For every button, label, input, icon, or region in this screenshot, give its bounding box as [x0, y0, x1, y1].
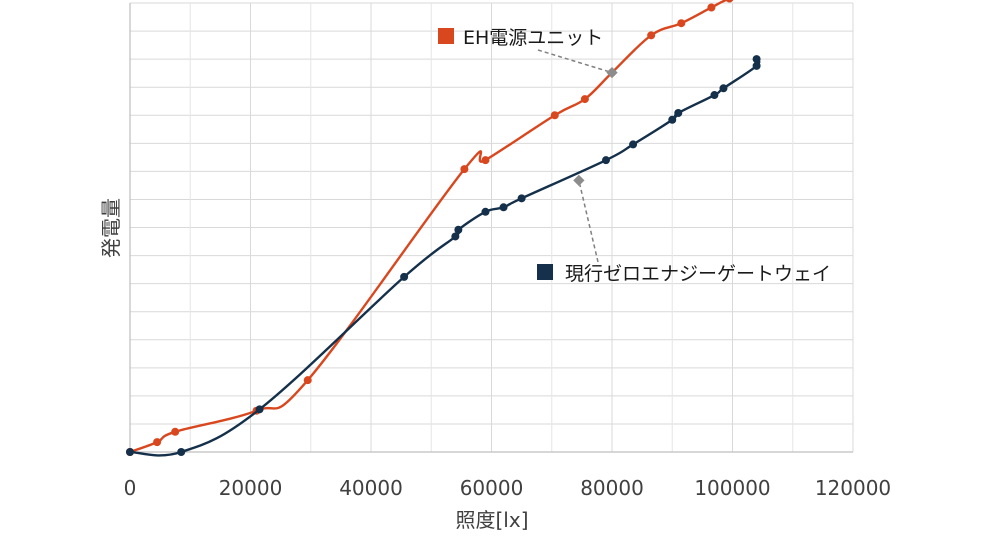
- data-point: [177, 448, 186, 456]
- data-point: [677, 19, 686, 28]
- axes: [129, 3, 853, 453]
- legend-item-1: EH電源ユニット: [438, 27, 618, 79]
- legend-label: 現行ゼロエナジーゲートウェイ: [565, 263, 831, 285]
- series-2: [126, 55, 761, 457]
- x-tick-label: 60000: [460, 476, 524, 500]
- x-tick-label: 20000: [219, 476, 283, 500]
- x-tick-label: 80000: [580, 476, 644, 500]
- legend-item-2: 現行ゼロエナジーゲートウェイ: [537, 174, 831, 285]
- leader-marker: [573, 174, 585, 187]
- data-point: [460, 165, 469, 174]
- x-tick-label: 120000: [815, 476, 891, 500]
- x-axis-title: 照度[lx]: [456, 508, 529, 532]
- data-point: [481, 207, 490, 216]
- data-point: [126, 448, 134, 456]
- legend-swatch: [537, 264, 553, 280]
- x-tick-labels: 0 20000 40000 60000 80000 100000 120000: [124, 476, 892, 500]
- data-point: [629, 140, 638, 149]
- data-point: [707, 3, 716, 12]
- data-point: [451, 232, 460, 241]
- data-point: [668, 115, 677, 124]
- x-tick-label: 100000: [694, 476, 770, 500]
- data-point: [481, 156, 490, 165]
- data-point: [153, 438, 162, 447]
- legend-label: EH電源ユニット: [463, 27, 603, 49]
- leader-line: [578, 180, 599, 263]
- y-axis-title: 発電量: [99, 198, 123, 258]
- data-point: [400, 272, 409, 281]
- data-point: [550, 111, 559, 120]
- data-point: [752, 55, 761, 64]
- data-point: [719, 84, 728, 93]
- data-point: [601, 156, 610, 165]
- data-point: [171, 427, 180, 436]
- data-point: [752, 61, 761, 70]
- grid: [129, 2, 854, 453]
- data-point: [499, 203, 508, 212]
- x-tick-label: 0: [124, 476, 137, 500]
- data-point: [580, 95, 589, 104]
- data-point: [303, 376, 312, 385]
- data-point: [710, 91, 719, 100]
- data-point: [674, 109, 683, 118]
- data-point: [454, 225, 463, 234]
- data-point: [647, 31, 656, 40]
- legend-swatch: [438, 28, 454, 44]
- leader-line: [537, 49, 613, 74]
- series-layer: [126, 0, 761, 457]
- series-line: [129, 0, 730, 454]
- data-point: [517, 194, 526, 203]
- x-tick-label: 40000: [339, 476, 403, 500]
- data-point: [725, 0, 734, 3]
- data-point: [255, 405, 264, 414]
